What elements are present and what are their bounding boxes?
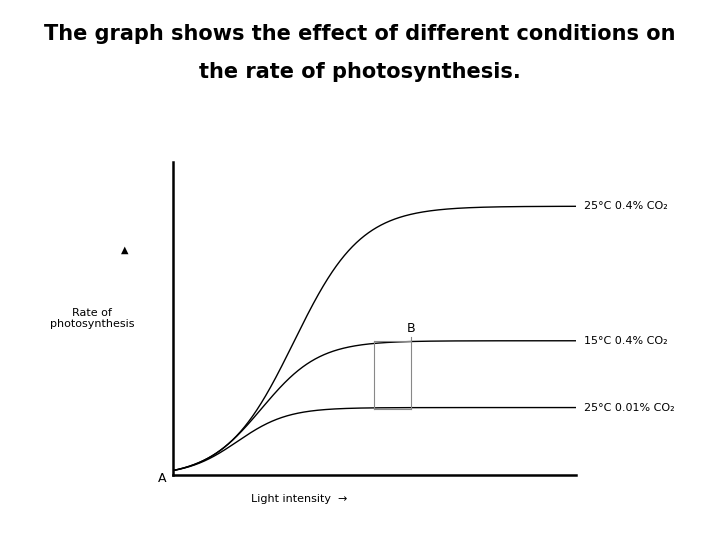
Text: B: B xyxy=(406,322,415,335)
Text: Rate of
photosynthesis: Rate of photosynthesis xyxy=(50,308,135,329)
Text: A: A xyxy=(158,472,167,485)
Text: Light intensity  →: Light intensity → xyxy=(251,495,347,504)
Text: The graph shows the effect of different conditions on: The graph shows the effect of different … xyxy=(44,24,676,44)
Text: the rate of photosynthesis.: the rate of photosynthesis. xyxy=(199,62,521,82)
Text: 25°C 0.01% CO₂: 25°C 0.01% CO₂ xyxy=(584,402,675,413)
Text: ▲: ▲ xyxy=(121,245,128,255)
Text: 25°C 0.4% CO₂: 25°C 0.4% CO₂ xyxy=(584,201,668,211)
Text: 15°C 0.4% CO₂: 15°C 0.4% CO₂ xyxy=(584,336,667,346)
